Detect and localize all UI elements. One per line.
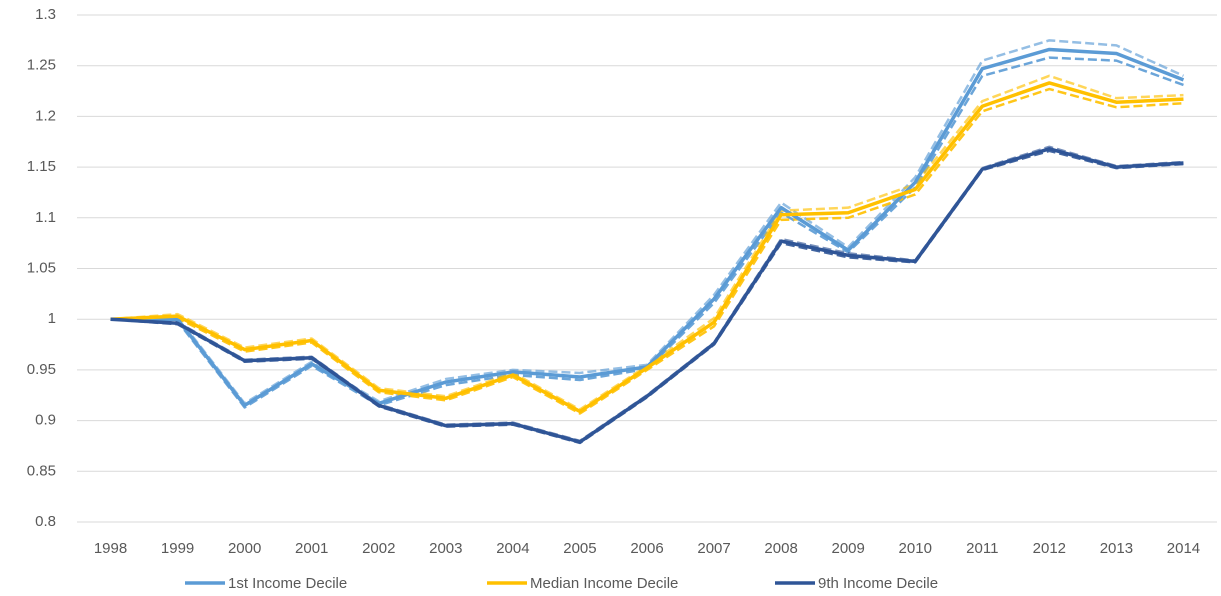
legend-label: 9th Income Decile bbox=[818, 575, 938, 592]
y-tick-label: 0.85 bbox=[27, 462, 56, 479]
x-tick-label: 2004 bbox=[496, 540, 529, 557]
x-tick-label: 2002 bbox=[362, 540, 395, 557]
y-tick-label: 1 bbox=[48, 310, 56, 327]
x-tick-label: 1999 bbox=[161, 540, 194, 557]
legend-label: 1st Income Decile bbox=[228, 575, 347, 592]
x-tick-label: 2001 bbox=[295, 540, 328, 557]
series-line bbox=[110, 81, 1184, 414]
x-tick-label: 2010 bbox=[899, 540, 932, 557]
y-tick-label: 1.15 bbox=[27, 158, 56, 175]
y-tick-label: 0.9 bbox=[35, 412, 56, 429]
x-tick-label: 2011 bbox=[966, 540, 998, 557]
x-tick-label: 2006 bbox=[630, 540, 663, 557]
band-upper bbox=[110, 39, 1184, 405]
x-tick-label: 1998 bbox=[94, 540, 127, 557]
x-tick-label: 2003 bbox=[429, 540, 462, 557]
y-tick-label: 1.25 bbox=[27, 57, 56, 74]
band-lower bbox=[110, 56, 1184, 409]
x-tick-label: 2005 bbox=[563, 540, 596, 557]
x-tick-label: 2007 bbox=[697, 540, 730, 557]
x-tick-label: 2008 bbox=[764, 540, 797, 557]
series-line bbox=[110, 47, 1185, 408]
x-tick-label: 2014 bbox=[1167, 540, 1200, 557]
legend-label: Median Income Decile bbox=[530, 575, 678, 592]
y-tick-label: 1.3 bbox=[35, 6, 56, 23]
x-tick-label: 2013 bbox=[1100, 540, 1133, 557]
y-tick-label: 1.05 bbox=[27, 259, 56, 276]
series-line bbox=[110, 147, 1184, 444]
x-tick-label: 2009 bbox=[831, 540, 864, 557]
y-tick-label: 0.8 bbox=[35, 513, 56, 530]
x-tick-label: 2000 bbox=[228, 540, 261, 557]
y-tick-label: 0.95 bbox=[27, 361, 56, 378]
x-tick-label: 2012 bbox=[1033, 540, 1066, 557]
band-lower bbox=[110, 149, 1184, 445]
y-tick-label: 1.2 bbox=[35, 107, 56, 124]
y-tick-label: 1.1 bbox=[35, 209, 56, 226]
